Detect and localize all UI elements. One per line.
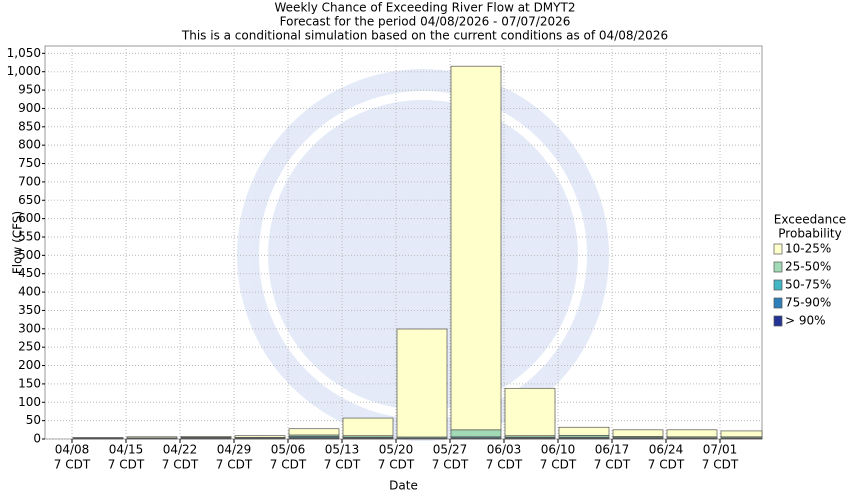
x-tick-sublabel: 7 CDT (108, 458, 145, 472)
x-tick-label: 05/20 (379, 443, 414, 457)
y-tick-label: 200 (18, 358, 41, 372)
y-tick-label: 950 (18, 83, 41, 97)
legend-label: 50-75% (785, 278, 831, 292)
y-tick-label: 1,050 (7, 46, 41, 60)
x-axis-label: Date (389, 479, 418, 493)
bar-segment (127, 437, 177, 438)
x-tick-label: 04/22 (163, 443, 198, 457)
x-tick-label: 05/27 (433, 443, 468, 457)
legend-swatch (774, 316, 782, 326)
legend-title: Exceedance (774, 213, 846, 227)
y-tick-label: 0 (33, 432, 41, 446)
bar-segment (289, 429, 339, 435)
bar-segment (181, 436, 231, 437)
legend-label: 10-25% (785, 242, 831, 256)
legend-swatch (774, 262, 782, 272)
bar-segment (559, 427, 609, 435)
y-tick-label: 150 (18, 376, 41, 390)
bar-segment (451, 66, 501, 430)
y-tick-label: 50 (26, 413, 41, 427)
legend-label: 75-90% (785, 296, 831, 310)
legend-label: 25-50% (785, 260, 831, 274)
legend-swatch (774, 280, 782, 290)
y-tick-label: 300 (18, 321, 41, 335)
x-tick-sublabel: 7 CDT (270, 458, 307, 472)
x-tick-sublabel: 7 CDT (702, 458, 739, 472)
x-tick-sublabel: 7 CDT (54, 458, 91, 472)
y-tick-label: 1,000 (7, 64, 41, 78)
x-tick-sublabel: 7 CDT (594, 458, 631, 472)
legend-swatch (774, 244, 782, 254)
x-tick-label: 04/08 (55, 443, 90, 457)
bar-segment (613, 430, 663, 437)
legend-title: Probability (778, 227, 841, 241)
bar-segment (667, 430, 717, 437)
chart-title: Forecast for the period 04/08/2026 - 07/… (280, 15, 571, 29)
legend-swatch (774, 298, 782, 308)
y-tick-label: 400 (18, 285, 41, 299)
y-tick-label: 900 (18, 101, 41, 115)
x-tick-label: 06/24 (649, 443, 684, 457)
y-tick-label: 850 (18, 119, 41, 133)
y-tick-label: 650 (18, 193, 41, 207)
y-tick-label: 100 (18, 395, 41, 409)
x-tick-sublabel: 7 CDT (162, 458, 199, 472)
x-tick-sublabel: 7 CDT (486, 458, 523, 472)
x-tick-sublabel: 7 CDT (378, 458, 415, 472)
bar-segment (397, 329, 447, 437)
x-tick-label: 06/03 (487, 443, 522, 457)
y-tick-label: 750 (18, 156, 41, 170)
x-tick-sublabel: 7 CDT (432, 458, 469, 472)
x-tick-label: 05/13 (325, 443, 360, 457)
legend-label: > 90% (785, 314, 826, 328)
bar-segment (235, 436, 285, 438)
x-tick-label: 07/01 (703, 443, 738, 457)
x-tick-label: 06/17 (595, 443, 630, 457)
chart-title: Weekly Chance of Exceeding River Flow at… (275, 1, 576, 15)
y-axis-label: Flow (CFS) (11, 211, 25, 274)
x-tick-label: 06/10 (541, 443, 576, 457)
y-tick-label: 250 (18, 340, 41, 354)
bar-segment (505, 388, 555, 435)
x-tick-sublabel: 7 CDT (540, 458, 577, 472)
x-tick-label: 04/29 (217, 443, 252, 457)
bar-segment (343, 418, 393, 436)
bar-segment (721, 431, 762, 437)
x-tick-sublabel: 7 CDT (324, 458, 361, 472)
y-tick-label: 800 (18, 138, 41, 152)
y-tick-label: 700 (18, 174, 41, 188)
x-tick-label: 05/06 (271, 443, 306, 457)
x-tick-label: 04/15 (109, 443, 144, 457)
x-tick-sublabel: 7 CDT (648, 458, 685, 472)
x-tick-sublabel: 7 CDT (216, 458, 253, 472)
y-tick-label: 350 (18, 303, 41, 317)
bar-segment (451, 430, 501, 437)
chart-title: This is a conditional simulation based o… (181, 29, 668, 43)
